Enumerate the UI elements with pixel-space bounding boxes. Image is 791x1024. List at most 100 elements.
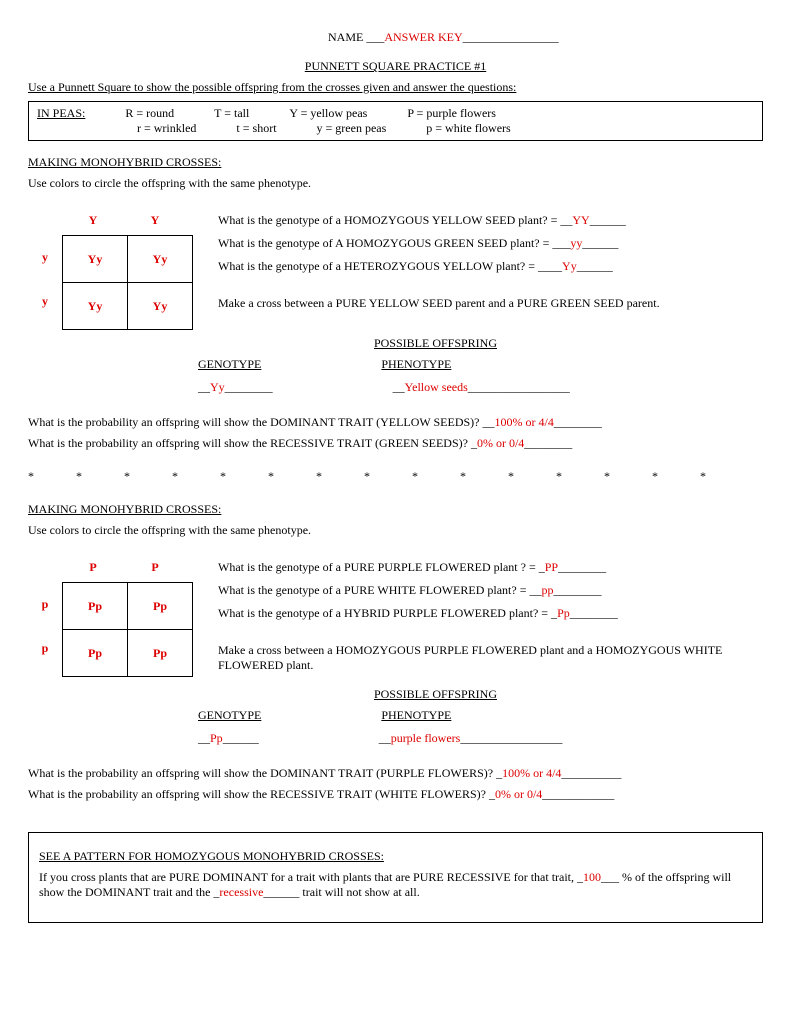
legend-prefix: IN PEAS: bbox=[37, 106, 85, 121]
s2-pheno-tail: _________________ bbox=[460, 731, 562, 745]
s2-q2-ans: pp bbox=[541, 583, 553, 597]
p1-side-1: y bbox=[28, 279, 62, 323]
s2-geno-pre: __ bbox=[198, 731, 210, 745]
s1-geno-pre: __ bbox=[198, 380, 210, 394]
p2-top-1: P bbox=[124, 552, 186, 582]
answer-key: ANSWER KEY bbox=[384, 30, 462, 44]
s2-prob2-tail: ____________ bbox=[542, 787, 614, 801]
s1-q2-tail: ______ bbox=[582, 236, 618, 250]
punnett-1: Y Y y y YyYy YyYy bbox=[28, 205, 198, 330]
s2-pheno-ans: purple flowers bbox=[391, 731, 461, 745]
name-trail: ________________ bbox=[463, 30, 559, 44]
legend-p: p = white flowers bbox=[426, 121, 510, 136]
s1-prob2-tail: ________ bbox=[524, 436, 572, 450]
section1-sub: Use colors to circle the offspring with … bbox=[28, 176, 763, 191]
s2-prob2-ans: 0% or 0/4 bbox=[495, 787, 542, 801]
s2-q2-text: What is the genotype of a PURE WHITE FLO… bbox=[218, 583, 541, 597]
legend-box: IN PEAS: R = round T = tall Y = yellow p… bbox=[28, 101, 763, 141]
s2-pheno-label: PHENOTYPE bbox=[381, 708, 451, 723]
s1-prob1-ans: 100% or 4/4 bbox=[495, 415, 554, 429]
s2-prob1-tail: __________ bbox=[561, 766, 621, 780]
legend-R: R = round bbox=[125, 106, 174, 121]
s2-q2-tail: ________ bbox=[553, 583, 601, 597]
section1-questions: What is the genotype of a HOMOZYGOUS YEL… bbox=[218, 205, 763, 319]
s1-offspring-head: POSSIBLE OFFSPRING bbox=[108, 336, 763, 351]
pattern-t1: If you cross plants that are PURE DOMINA… bbox=[39, 870, 583, 884]
p1-side-0: y bbox=[28, 235, 62, 279]
s1-prob2-ans: 0% or 0/4 bbox=[477, 436, 524, 450]
s1-q3-ans: Yy bbox=[562, 259, 577, 273]
pattern-head: SEE A PATTERN FOR HOMOZYGOUS MONOHYBRID … bbox=[39, 849, 752, 864]
s1-q1-tail: ______ bbox=[590, 213, 626, 227]
p1-top-0: Y bbox=[62, 205, 124, 235]
legend-Y: Y = yellow peas bbox=[289, 106, 367, 121]
legend-r: r = wrinkled bbox=[137, 121, 196, 136]
s2-cross: Make a cross between a HOMOZYGOUS PURPLE… bbox=[218, 643, 763, 673]
s2-prob2-text: What is the probability an offspring wil… bbox=[28, 787, 495, 801]
legend-T: T = tall bbox=[214, 106, 249, 121]
p2-top-0: P bbox=[62, 552, 124, 582]
pattern-t3: ______ trait will not show at all. bbox=[263, 885, 419, 899]
p1-c00: Yy bbox=[63, 236, 128, 283]
page-title: PUNNETT SQUARE PRACTICE #1 bbox=[28, 59, 763, 74]
name-line: NAME ___ANSWER KEY________________ bbox=[328, 30, 763, 45]
s2-q3-tail: ________ bbox=[570, 606, 618, 620]
p2-side-0: p bbox=[28, 582, 62, 626]
section1-content: Y Y y y YyYy YyYy What is the genotype o… bbox=[28, 205, 763, 330]
s1-prob1-text: What is the probability an offspring wil… bbox=[28, 415, 495, 429]
s2-prob1-ans: 100% or 4/4 bbox=[502, 766, 561, 780]
legend-P: P = purple flowers bbox=[407, 106, 496, 121]
pattern-a2: recessive bbox=[219, 885, 263, 899]
s1-q3-text: What is the genotype of a HETEROZYGOUS Y… bbox=[218, 259, 562, 273]
s1-q2-ans: yy bbox=[570, 236, 582, 250]
s1-pheno-ans: Yellow seeds bbox=[405, 380, 468, 394]
p2-c11: Pp bbox=[128, 630, 193, 677]
p1-c11: Yy bbox=[128, 283, 193, 330]
s1-geno-tail: ________ bbox=[225, 380, 273, 394]
s1-cross: Make a cross between a PURE YELLOW SEED … bbox=[218, 296, 763, 311]
s2-offspring-head: POSSIBLE OFFSPRING bbox=[108, 687, 763, 702]
s1-q1-text: What is the genotype of a HOMOZYGOUS YEL… bbox=[218, 213, 572, 227]
s2-q1-tail: ________ bbox=[558, 560, 606, 574]
s1-pheno-tail: _________________ bbox=[468, 380, 570, 394]
section1-head: MAKING MONOHYBRID CROSSES: bbox=[28, 155, 763, 170]
p1-top-1: Y bbox=[124, 205, 186, 235]
s1-geno-ans: Yy bbox=[210, 380, 225, 394]
s2-q1-text: What is the genotype of a PURE PURPLE FL… bbox=[218, 560, 545, 574]
p2-c01: Pp bbox=[128, 583, 193, 630]
pattern-box: SEE A PATTERN FOR HOMOZYGOUS MONOHYBRID … bbox=[28, 832, 763, 923]
s2-q1-ans: PP bbox=[545, 560, 558, 574]
instruction: Use a Punnett Square to show the possibl… bbox=[28, 80, 763, 95]
s1-q1-ans: YY bbox=[572, 213, 589, 227]
legend-y: y = green peas bbox=[317, 121, 387, 136]
p2-side-1: p bbox=[28, 626, 62, 670]
section2-questions: What is the genotype of a PURE PURPLE FL… bbox=[218, 552, 763, 681]
s2-geno-tail: ______ bbox=[223, 731, 259, 745]
p1-c01: Yy bbox=[128, 236, 193, 283]
pattern-a1: 100 bbox=[583, 870, 601, 884]
p2-c10: Pp bbox=[63, 630, 128, 677]
s1-q2-text: What is the genotype of A HOMOZYGOUS GRE… bbox=[218, 236, 570, 250]
p1-grid: YyYy YyYy bbox=[62, 235, 193, 330]
s1-pheno-label: PHENOTYPE bbox=[381, 357, 451, 372]
s1-pheno-pre: __ bbox=[393, 380, 405, 394]
s2-q3-ans: Pp bbox=[557, 606, 570, 620]
legend-t: t = short bbox=[236, 121, 276, 136]
name-label: NAME ___ bbox=[328, 30, 384, 44]
s2-pheno-pre: __ bbox=[379, 731, 391, 745]
separator-stars: *************** bbox=[28, 469, 763, 484]
section2-content: P P p p PpPp PpPp What is the genotype o… bbox=[28, 552, 763, 681]
s1-geno-label: GENOTYPE bbox=[198, 357, 261, 372]
p1-c10: Yy bbox=[63, 283, 128, 330]
p2-grid: PpPp PpPp bbox=[62, 582, 193, 677]
s1-prob1-tail: ________ bbox=[554, 415, 602, 429]
section2-head: MAKING MONOHYBRID CROSSES: bbox=[28, 502, 763, 517]
p2-c00: Pp bbox=[63, 583, 128, 630]
s2-prob1-text: What is the probability an offspring wil… bbox=[28, 766, 502, 780]
s1-prob2-text: What is the probability an offspring wil… bbox=[28, 436, 477, 450]
s1-q3-tail: ______ bbox=[577, 259, 613, 273]
s2-geno-label: GENOTYPE bbox=[198, 708, 261, 723]
punnett-2: P P p p PpPp PpPp bbox=[28, 552, 198, 677]
section2-sub: Use colors to circle the offspring with … bbox=[28, 523, 763, 538]
s2-geno-ans: Pp bbox=[210, 731, 223, 745]
